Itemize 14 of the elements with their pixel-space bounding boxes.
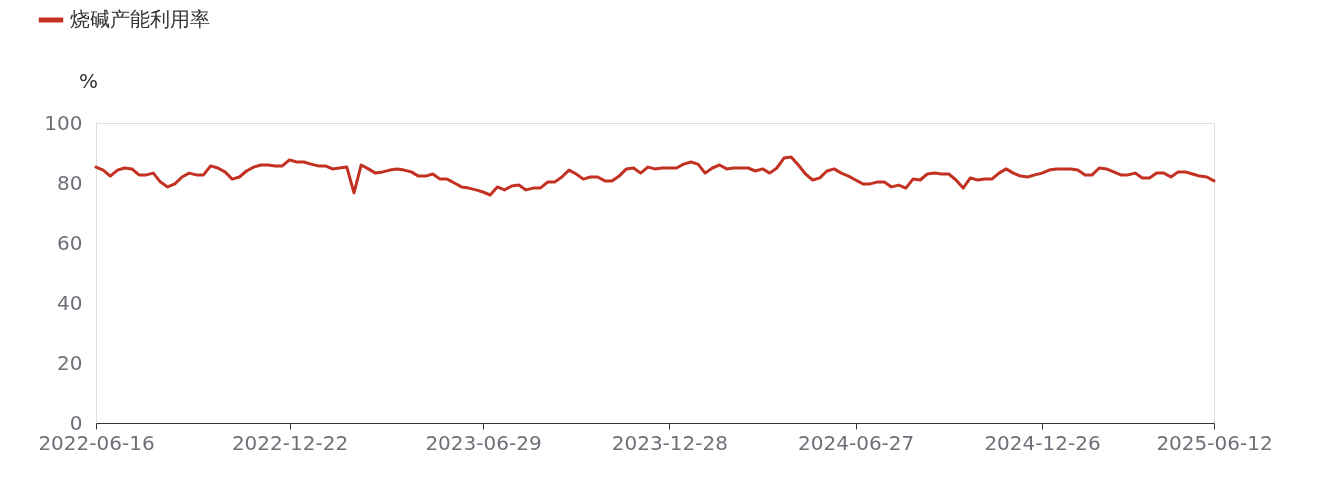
y-tick-label: 60 bbox=[57, 230, 83, 255]
legend-label: 烧碱产能利用率 bbox=[70, 7, 210, 31]
x-tick-label: 2023-06-29 bbox=[425, 430, 542, 455]
x-tick-label: 2024-06-27 bbox=[798, 430, 915, 455]
x-tick-label: 2022-12-22 bbox=[231, 430, 349, 455]
x-tick-label: 2023-12-28 bbox=[611, 430, 728, 455]
y-axis-title: % bbox=[78, 68, 99, 93]
x-tick-label: 2025-06-12 bbox=[1156, 430, 1273, 455]
x-tick-label: 2024-12-26 bbox=[984, 430, 1101, 455]
line-series bbox=[94, 155, 1216, 197]
y-tick-label: 20 bbox=[57, 350, 83, 375]
y-tick-label: 100 bbox=[44, 110, 83, 135]
y-tick-label: 80 bbox=[57, 170, 83, 195]
y-tick-label: 40 bbox=[57, 290, 83, 315]
